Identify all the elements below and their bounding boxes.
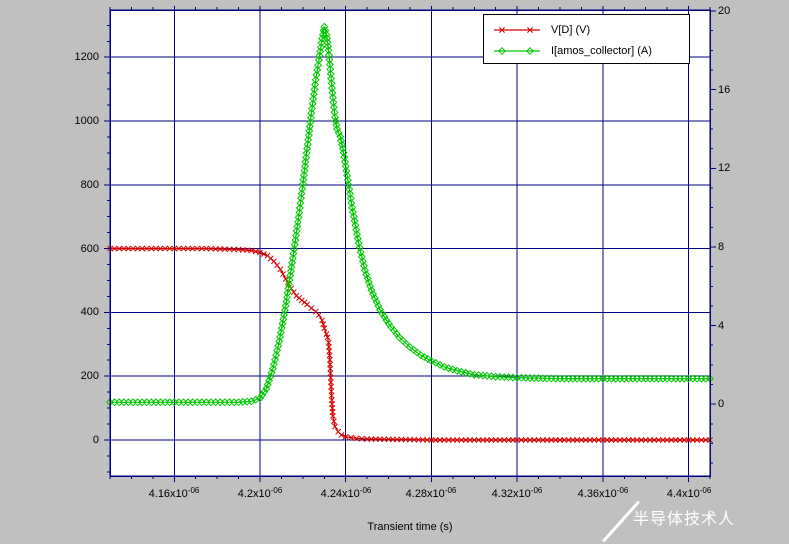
right-tick-label: 0	[718, 398, 725, 410]
left-tick-label: 400	[80, 306, 99, 318]
legend-label-vd: V[D] (V)	[551, 23, 591, 36]
left-tick-label: 1000	[74, 115, 99, 127]
left-tick-label: 200	[80, 370, 99, 382]
x-tick-label: 4.28x10-06	[405, 486, 457, 500]
legend-swatch-red-icon	[494, 26, 540, 33]
left-tick-label: 1200	[74, 51, 99, 63]
legend-swatch-green-icon	[494, 46, 540, 55]
legend-item-collector-current[interactable]: I[amos_collector] (A)	[492, 40, 689, 61]
legend: V[D] (V) I[amos_collector] (A)	[483, 14, 690, 64]
x-tick-label: 4.16x10-06	[148, 486, 200, 500]
right-tick-label: 20	[718, 5, 731, 17]
left-tick-label: 800	[80, 179, 99, 191]
watermark-text: 半导体技术人	[633, 511, 736, 528]
x-tick-label: 4.32x10-06	[491, 486, 543, 500]
right-tick-label: 16	[718, 84, 731, 96]
x-tick-label: 4.24x10-06	[320, 486, 372, 500]
right-tick-label: 4	[718, 320, 725, 332]
legend-label-collector-current: I[amos_collector] (A)	[551, 44, 652, 57]
x-tick-label: 4.2x10-06	[237, 486, 283, 500]
x-tick-label: 4.4x10-06	[666, 486, 712, 500]
x-tick-label: 4.36x10-06	[577, 486, 629, 500]
left-tick-label: 0	[92, 434, 99, 446]
right-tick-label: 8	[718, 241, 725, 253]
x-axis-title: Transient time (s)	[367, 521, 453, 533]
right-tick-label: 12	[718, 162, 731, 174]
left-tick-label: 600	[80, 243, 99, 255]
legend-item-vd[interactable]: V[D] (V)	[492, 19, 689, 40]
